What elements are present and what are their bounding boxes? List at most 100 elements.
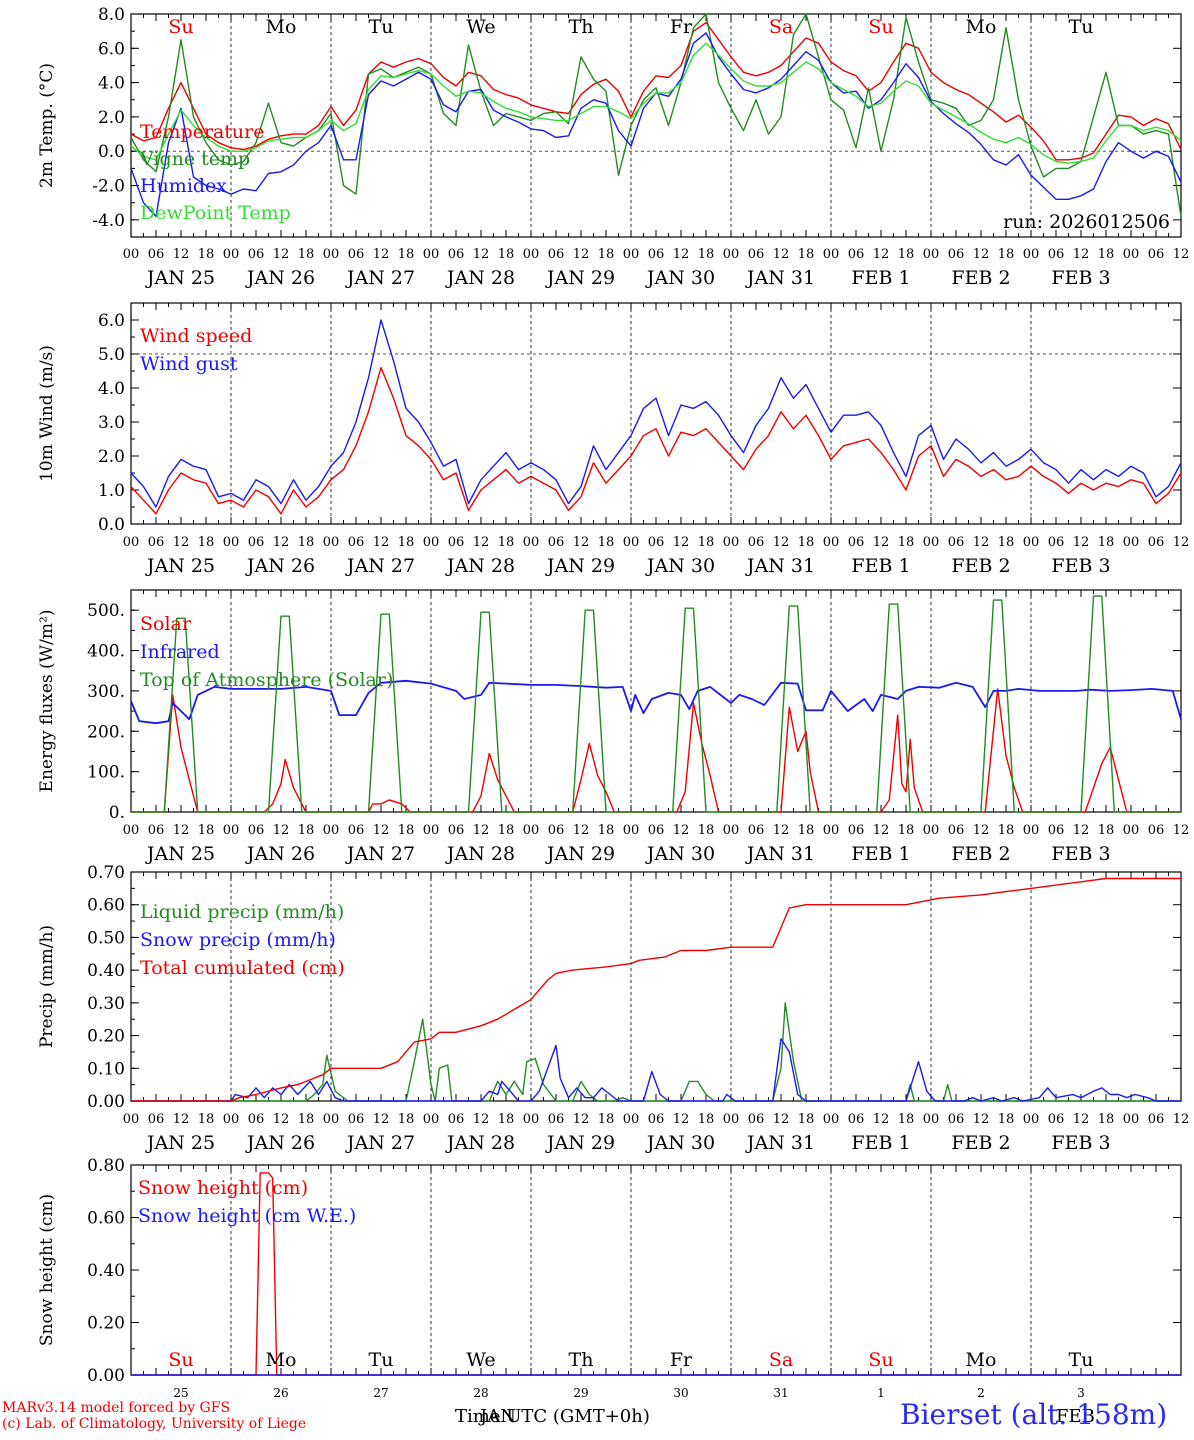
date-label: FEB 2 — [951, 1132, 1010, 1154]
hour-tick-label: 12 — [373, 535, 390, 550]
hour-tick-label: 00 — [923, 823, 940, 838]
hour-tick-label: 06 — [148, 1112, 165, 1127]
weekday-label: Mo — [266, 16, 297, 38]
hour-tick-label: 00 — [523, 535, 540, 550]
day-number-label: 1 — [877, 1386, 885, 1400]
series-line — [130, 13, 1182, 217]
y-tick-label: -2.0 — [92, 177, 125, 197]
y-tick-label: 3.0 — [98, 413, 125, 433]
legend-entry: Humidex — [140, 175, 227, 197]
date-label: JAN 27 — [345, 843, 415, 865]
day-number-label: 26 — [273, 1386, 288, 1400]
hour-tick-label: 18 — [1098, 247, 1115, 262]
hour-tick-label: 12 — [273, 247, 290, 262]
series-line — [130, 32, 1182, 218]
date-label: FEB 1 — [851, 843, 910, 865]
hour-tick-label: 00 — [1123, 1112, 1140, 1127]
hour-tick-label: 00 — [423, 823, 440, 838]
hour-tick-label: 12 — [973, 823, 990, 838]
y-tick-label: 100. — [87, 763, 125, 783]
hour-tick-label: 18 — [198, 1112, 215, 1127]
weekday-label: Su — [868, 16, 893, 38]
hour-tick-label: 18 — [998, 535, 1015, 550]
hour-tick-label: 06 — [748, 1112, 765, 1127]
hour-tick-label: 18 — [698, 1112, 715, 1127]
hour-tick-label: 00 — [923, 535, 940, 550]
date-label: JAN 26 — [245, 555, 315, 577]
station-label: Bierset (alt. 158m) — [900, 1398, 1168, 1431]
y-tick-label: 2.0 — [98, 447, 125, 467]
y-tick-label: 0.0 — [98, 142, 125, 162]
hour-tick-label: 00 — [223, 247, 240, 262]
hour-tick-label: 06 — [1048, 823, 1065, 838]
hour-tick-label: 18 — [598, 1112, 615, 1127]
hour-tick-label: 00 — [223, 535, 240, 550]
chart-panel-energy: 500. 400. 300. 200. 100. 0. Energy fluxes (W/m… — [37, 589, 1189, 865]
hour-tick-label: 18 — [398, 823, 415, 838]
run-label: run: 2026012506 — [1003, 211, 1170, 233]
y-tick-label: 0.30 — [87, 994, 125, 1014]
hour-tick-label: 06 — [848, 247, 865, 262]
hour-tick-label: 00 — [1123, 823, 1140, 838]
hour-tick-label: 06 — [648, 247, 665, 262]
legend-entry: Infrared — [140, 641, 220, 663]
hour-tick-label: 06 — [648, 823, 665, 838]
weekday-label: Th — [569, 1349, 594, 1371]
y-tick-label: 300. — [87, 682, 125, 702]
day-number-label: 25 — [173, 1386, 188, 1400]
y-axis-label: Precip (mm/h) — [37, 925, 57, 1048]
date-label: JAN 29 — [545, 1132, 615, 1154]
hour-tick-label: 00 — [623, 1112, 640, 1127]
y-tick-label: 0. — [109, 803, 125, 823]
hour-tick-label: 18 — [998, 823, 1015, 838]
hour-tick-label: 12 — [673, 1112, 690, 1127]
chart-panel-wind: 6.0 5.0 4.0 3.0 2.0 1.0 0.0 10m Wind (m/s) Wind … — [37, 302, 1189, 577]
hour-tick-label: 12 — [173, 535, 190, 550]
hour-tick-label: 06 — [848, 1112, 865, 1127]
hour-tick-label: 06 — [648, 535, 665, 550]
hour-tick-label: 00 — [123, 1112, 140, 1127]
y-axis-label: Snow height (cm) — [37, 1194, 57, 1346]
y-tick-label: 0.20 — [87, 1314, 125, 1334]
hour-tick-label: 06 — [148, 247, 165, 262]
hour-tick-label: 06 — [248, 247, 265, 262]
weekday-label: Fr — [670, 1349, 693, 1371]
y-tick-label: 0.60 — [87, 1209, 125, 1229]
hour-tick-label: 00 — [1023, 1112, 1040, 1127]
hour-tick-label: 12 — [373, 1112, 390, 1127]
hour-tick-label: 12 — [1173, 247, 1190, 262]
weekday-label: Tu — [369, 16, 394, 38]
hour-tick-label: 18 — [198, 247, 215, 262]
hour-tick-label: 00 — [623, 535, 640, 550]
date-label: JAN 30 — [645, 555, 715, 577]
hour-tick-label: 00 — [723, 823, 740, 838]
hour-tick-label: 18 — [398, 247, 415, 262]
x-axis-label: Time UTC (GMT+0h) — [455, 1406, 650, 1427]
hour-tick-label: 00 — [923, 1112, 940, 1127]
hour-tick-label: 12 — [873, 1112, 890, 1127]
y-tick-label: 5.0 — [98, 345, 125, 365]
weekday-label: Mo — [266, 1349, 297, 1371]
hour-tick-label: 00 — [323, 1112, 340, 1127]
date-label: FEB 2 — [951, 555, 1010, 577]
hour-tick-label: 18 — [698, 535, 715, 550]
hour-tick-label: 00 — [1123, 535, 1140, 550]
hour-tick-label: 18 — [598, 535, 615, 550]
x-axis-month-jan: JAN — [480, 1406, 516, 1427]
date-label: FEB 3 — [1051, 843, 1110, 865]
hour-tick-label: 12 — [1073, 823, 1090, 838]
weekday-label: Su — [868, 1349, 893, 1371]
hour-tick-label: 06 — [1048, 247, 1065, 262]
hour-tick-label: 06 — [1148, 247, 1165, 262]
legend-entry: Total cumulated (cm) — [140, 957, 345, 979]
legend-entry: Wind speed — [140, 325, 252, 347]
series-line — [130, 319, 1182, 508]
hour-tick-label: 06 — [248, 535, 265, 550]
hour-tick-label: 06 — [448, 1112, 465, 1127]
date-label: FEB 2 — [951, 843, 1010, 865]
hour-tick-label: 00 — [923, 247, 940, 262]
day-number-label: 3 — [1077, 1386, 1085, 1400]
hour-tick-label: 18 — [898, 823, 915, 838]
y-tick-label: 0.70 — [87, 863, 125, 883]
